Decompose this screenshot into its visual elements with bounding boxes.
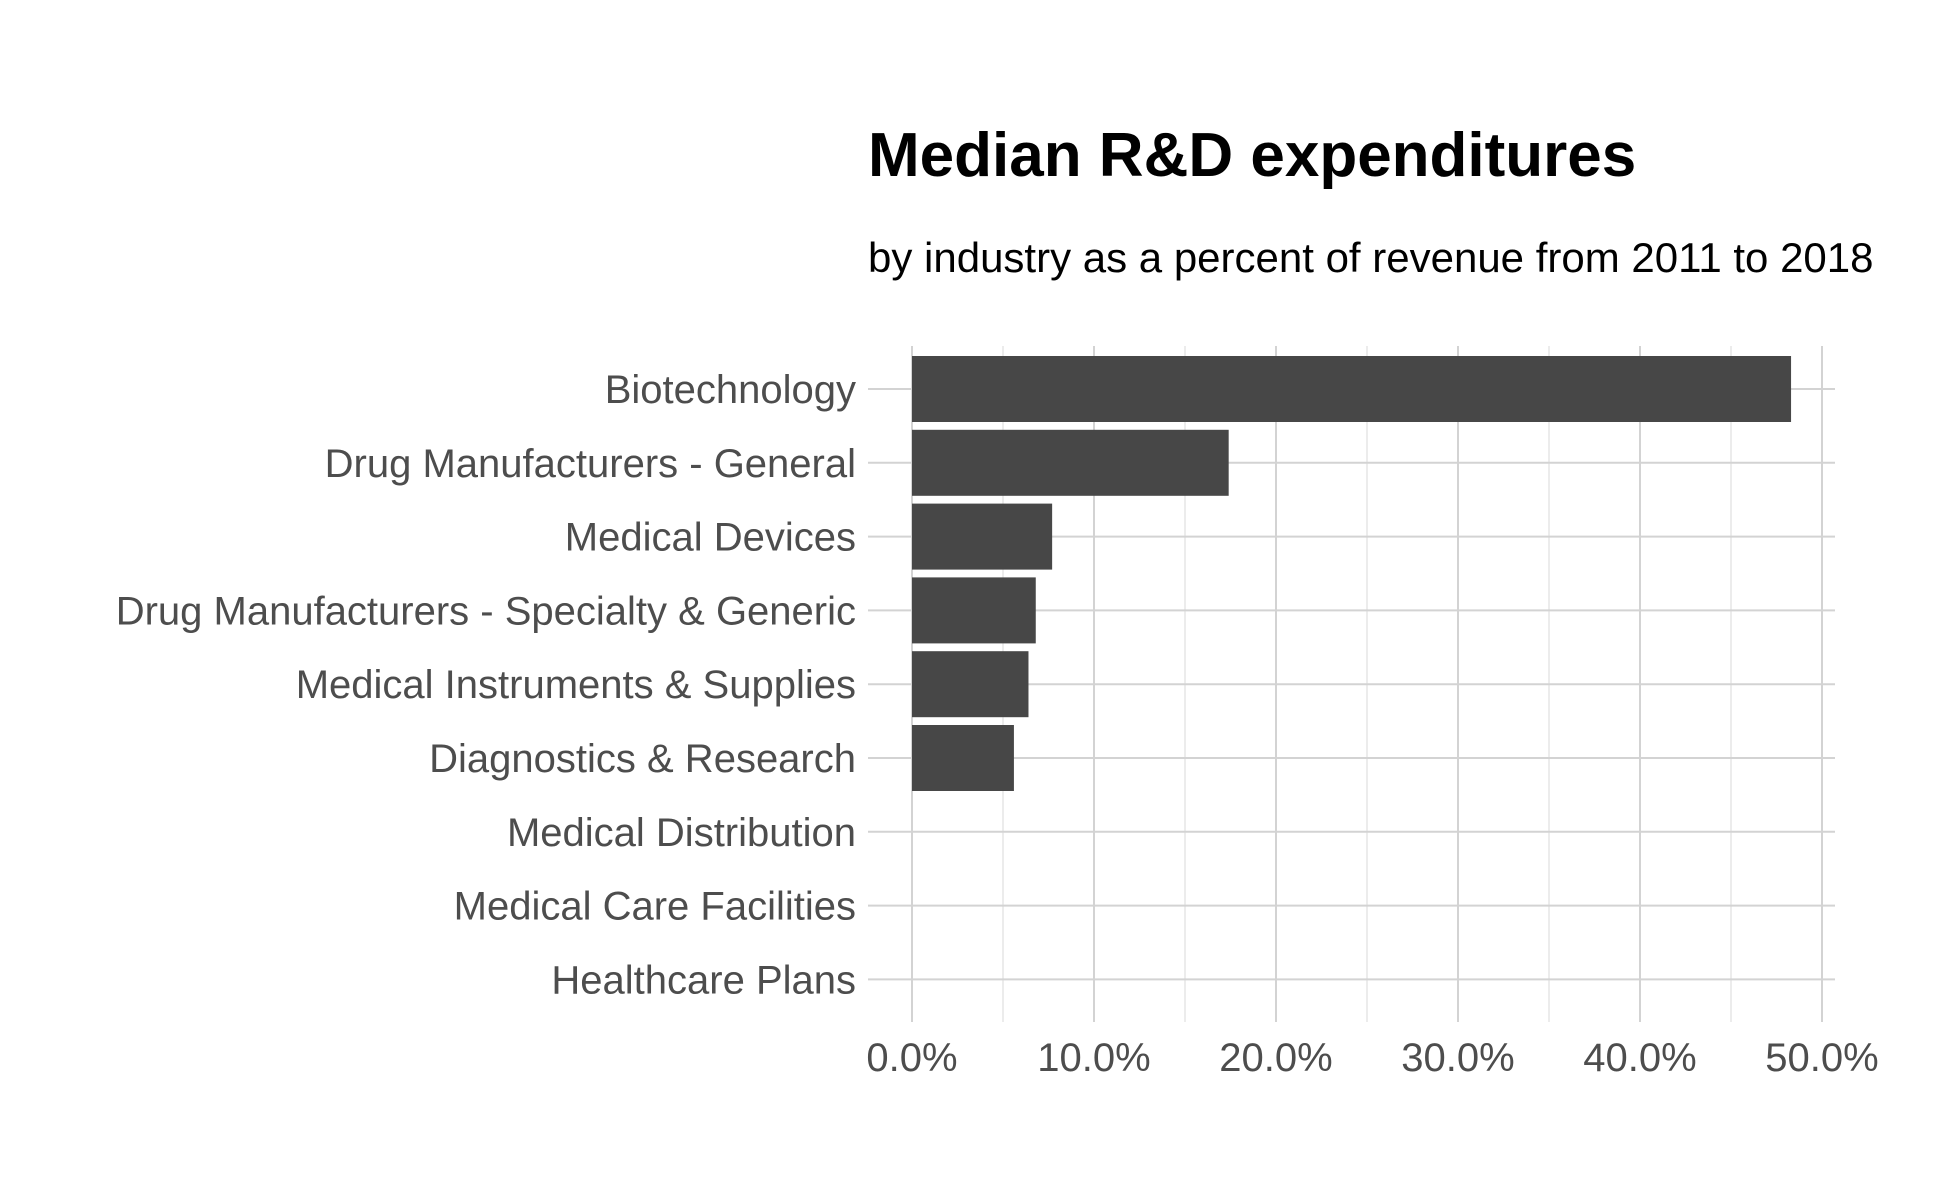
- category-label: Medical Care Facilities: [454, 885, 856, 929]
- bar: [912, 356, 1792, 422]
- category-label: Medical Distribution: [507, 811, 856, 855]
- bar: [912, 725, 1014, 791]
- category-label: Drug Manufacturers - General: [325, 442, 856, 486]
- category-label: Biotechnology: [605, 368, 856, 412]
- chart-title: Median R&D expenditures: [868, 121, 1636, 190]
- x-tick-labels: 0.0% 10.0% 20.0% 30.0% 40.0% 50.0%: [866, 1036, 1878, 1080]
- category-labels: Biotechnology Drug Manufacturers - Genera…: [116, 368, 856, 1002]
- x-tick-label: 40.0%: [1583, 1036, 1696, 1080]
- category-label: Medical Instruments & Supplies: [296, 663, 856, 707]
- bar: [912, 651, 1029, 718]
- category-label: Healthcare Plans: [551, 958, 856, 1002]
- category-label: Drug Manufacturers - Specialty & Generic: [116, 589, 856, 633]
- bars: [912, 356, 1792, 791]
- chart-subtitle: by industry as a percent of revenue from…: [868, 234, 1874, 281]
- x-tick-label: 10.0%: [1037, 1036, 1150, 1080]
- bar: [912, 577, 1036, 644]
- category-label: Diagnostics & Research: [429, 737, 856, 781]
- bar: [912, 503, 1053, 570]
- x-tick-label: 0.0%: [866, 1036, 957, 1080]
- x-tick-label: 20.0%: [1219, 1036, 1332, 1080]
- category-label: Medical Devices: [565, 516, 856, 560]
- x-tick-label: 30.0%: [1401, 1036, 1514, 1080]
- bar: [912, 429, 1229, 496]
- x-tick-label: 50.0%: [1765, 1036, 1878, 1080]
